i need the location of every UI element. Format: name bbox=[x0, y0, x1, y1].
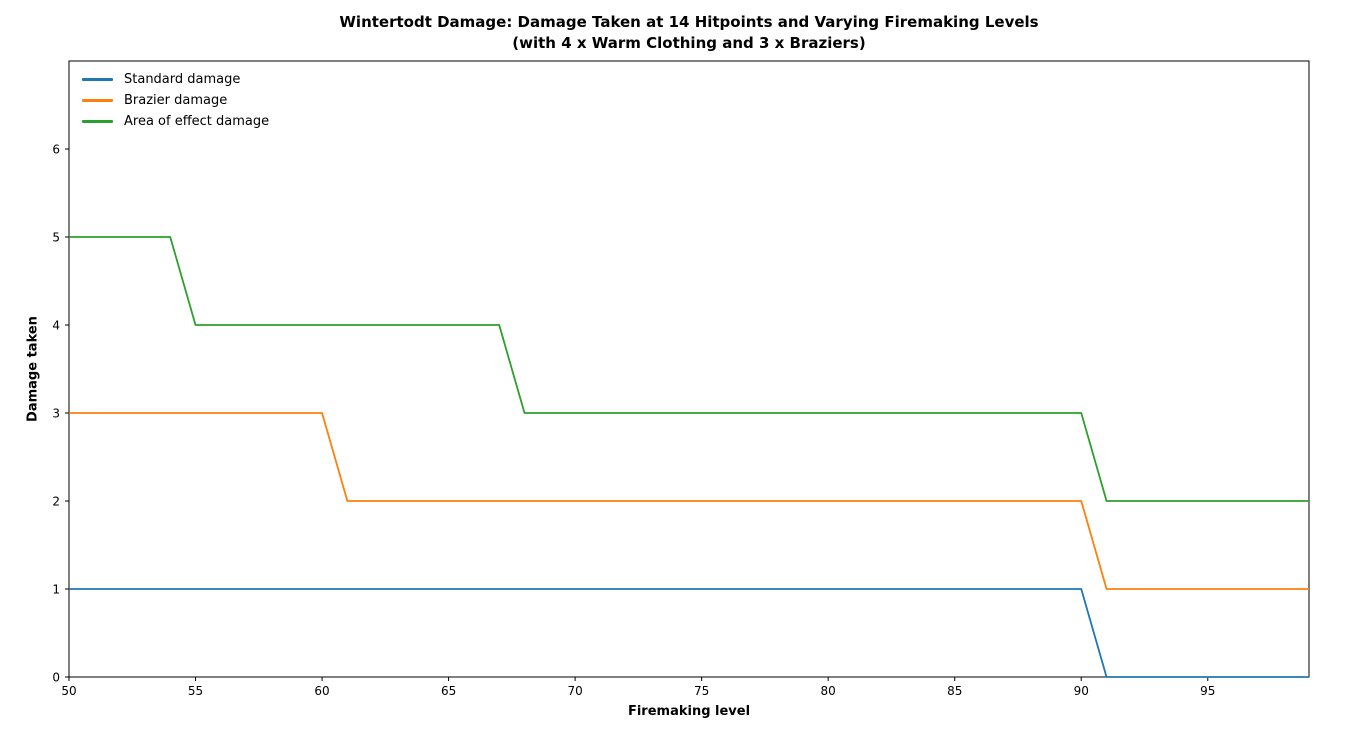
x-tick-label: 65 bbox=[441, 684, 456, 698]
x-tick-label: 70 bbox=[567, 684, 582, 698]
legend-item: Standard damage bbox=[82, 69, 269, 90]
x-tick-label: 80 bbox=[821, 684, 836, 698]
legend-item: Brazier damage bbox=[82, 90, 269, 111]
x-tick-label: 60 bbox=[314, 684, 329, 698]
y-tick-label: 4 bbox=[52, 319, 60, 333]
chart-title: Wintertodt Damage: Damage Taken at 14 Hi… bbox=[69, 12, 1309, 54]
legend-label: Brazier damage bbox=[124, 93, 228, 108]
series-line-brazier-damage bbox=[69, 412, 1309, 590]
x-tick-label: 75 bbox=[694, 684, 709, 698]
legend-swatch-standard-damage bbox=[82, 78, 113, 81]
legend-label: Standard damage bbox=[124, 72, 241, 87]
chart-title-line1: Wintertodt Damage: Damage Taken at 14 Hi… bbox=[339, 13, 1039, 31]
y-tick-label: 0 bbox=[52, 671, 60, 685]
y-tick-label: 2 bbox=[52, 495, 60, 509]
legend-swatch-area-of-effect-damage bbox=[82, 120, 113, 123]
plot-border bbox=[68, 60, 1310, 678]
y-tick-label: 6 bbox=[52, 143, 60, 157]
y-tick-label: 3 bbox=[52, 407, 60, 421]
x-tick-label: 50 bbox=[61, 684, 76, 698]
y-tick-label: 1 bbox=[52, 583, 60, 597]
x-tick-label: 90 bbox=[1074, 684, 1089, 698]
series-line-standard-damage bbox=[69, 588, 1309, 678]
series-line-area-of-effect-damage bbox=[69, 236, 1309, 502]
y-tick-label: 5 bbox=[52, 231, 60, 245]
x-axis-label: Firemaking level bbox=[627, 704, 751, 719]
legend-swatch-brazier-damage bbox=[82, 99, 113, 102]
chart-legend: Standard damage Brazier damage Area of e… bbox=[82, 69, 269, 132]
x-tick-label: 85 bbox=[947, 684, 962, 698]
legend-label: Area of effect damage bbox=[124, 114, 270, 129]
x-tick-label: 55 bbox=[188, 684, 203, 698]
chart-title-line2: (with 4 x Warm Clothing and 3 x Braziers… bbox=[512, 34, 866, 52]
x-tick-label: 95 bbox=[1200, 684, 1215, 698]
y-axis-label: Damage taken bbox=[25, 316, 41, 422]
legend-item: Area of effect damage bbox=[82, 111, 269, 132]
